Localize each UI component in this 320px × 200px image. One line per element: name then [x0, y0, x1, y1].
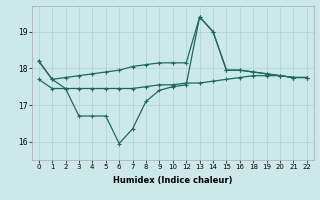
X-axis label: Humidex (Indice chaleur): Humidex (Indice chaleur): [113, 176, 233, 185]
